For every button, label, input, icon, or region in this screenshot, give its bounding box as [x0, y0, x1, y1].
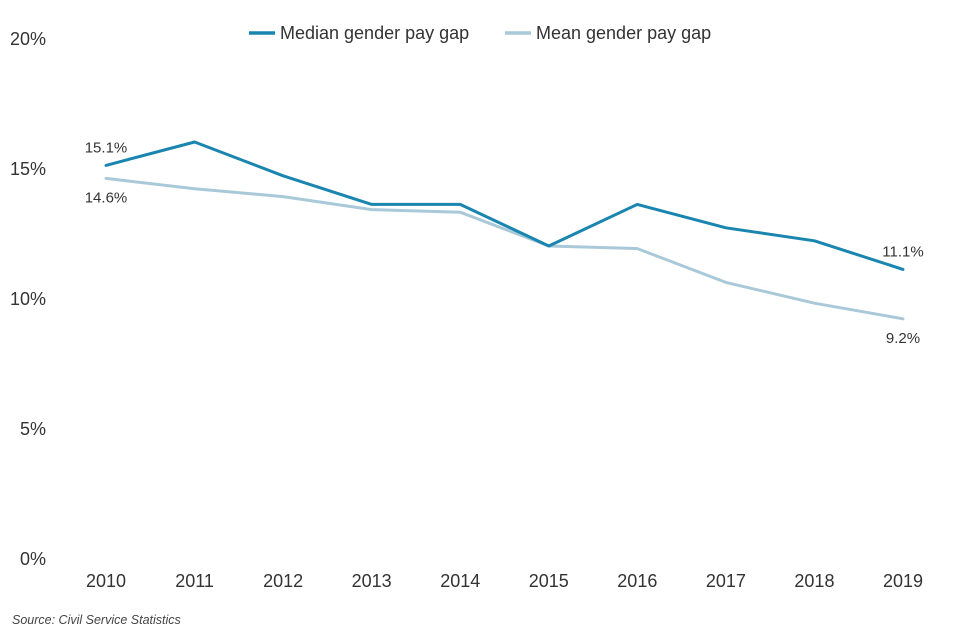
- legend: Median gender pay gap Mean gender pay gap: [249, 23, 711, 43]
- data-label: 11.1%: [882, 243, 923, 260]
- x-tick-label: 2011: [175, 571, 214, 591]
- legend-label: Median gender pay gap: [280, 23, 469, 43]
- x-tick-label: 2016: [617, 571, 657, 591]
- x-tick-label: 2012: [263, 571, 303, 591]
- x-tick-label: 2015: [529, 571, 569, 591]
- x-tick-label: 2019: [883, 571, 923, 591]
- y-tick-label: 5%: [20, 419, 46, 439]
- x-axis: 2010 2011 2012 2013 2014 2015 2016 2017 2018 2019: [86, 571, 923, 591]
- legend-label: Mean gender pay gap: [536, 23, 711, 43]
- data-labels: 15.1% 14.6% 11.1% 9.2%: [85, 139, 924, 346]
- x-tick-label: 2013: [352, 571, 392, 591]
- y-tick-label: 15%: [10, 159, 46, 179]
- x-tick-label: 2010: [86, 571, 126, 591]
- x-tick-label: 2014: [440, 571, 480, 591]
- x-tick-label: 2017: [706, 571, 746, 591]
- data-label: 9.2%: [886, 330, 920, 347]
- series-line-mean: [104, 176, 905, 321]
- y-tick-label: 0%: [20, 549, 46, 569]
- x-tick-label: 2018: [794, 571, 834, 591]
- source-note: Source: Civil Service Statistics: [12, 613, 181, 627]
- y-tick-label: 20%: [10, 29, 46, 49]
- series-lines: [104, 140, 905, 321]
- data-label: 14.6%: [85, 189, 128, 206]
- data-label: 15.1%: [85, 139, 128, 156]
- y-axis: 0% 5% 10% 15% 20%: [10, 29, 46, 569]
- y-tick-label: 10%: [10, 289, 46, 309]
- series-line-median: [104, 140, 905, 271]
